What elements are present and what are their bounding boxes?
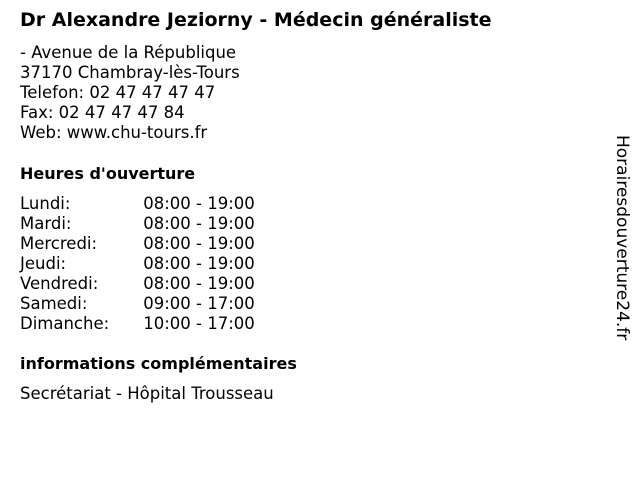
hours-row: Vendredi: 08:00 - 19:00 bbox=[20, 274, 262, 294]
hours-row: Samedi: 09:00 - 17:00 bbox=[20, 294, 262, 314]
hours-row: Lundi: 08:00 - 19:00 bbox=[20, 194, 262, 214]
time-range: 10:00 - 17:00 bbox=[143, 314, 255, 333]
watermark: Horairesdouverture24.fr bbox=[612, 135, 632, 341]
address-block: - Avenue de la République 37170 Chambray… bbox=[20, 43, 240, 143]
page-title: Dr Alexandre Jeziorny - Médecin générali… bbox=[20, 9, 492, 31]
day-label: Dimanche: bbox=[20, 314, 110, 333]
website: Web: www.chu-tours.fr bbox=[20, 123, 208, 142]
day-label: Samedi: bbox=[20, 294, 88, 313]
time-range: 08:00 - 19:00 bbox=[143, 254, 255, 273]
hours-table: Lundi: 08:00 - 19:00 Mardi: 08:00 - 19:00 Me… bbox=[20, 194, 262, 334]
info-heading: informations complémentaires bbox=[20, 354, 297, 373]
time-range: 08:00 - 19:00 bbox=[143, 214, 255, 233]
day-label: Mercredi: bbox=[20, 234, 98, 253]
phone: Telefon: 02 47 47 47 47 bbox=[20, 83, 216, 102]
hours-row: Mercredi: 08:00 - 19:00 bbox=[20, 234, 262, 254]
city: 37170 Chambray-lès-Tours bbox=[20, 63, 240, 82]
fax: Fax: 02 47 47 47 84 bbox=[20, 103, 185, 122]
day-label: Jeudi: bbox=[20, 254, 67, 273]
time-range: 08:00 - 19:00 bbox=[143, 234, 255, 253]
info-text: Secrétariat - Hôpital Trousseau bbox=[20, 384, 274, 403]
time-range: 08:00 - 19:00 bbox=[143, 274, 255, 293]
day-label: Lundi: bbox=[20, 194, 71, 213]
hours-row: Mardi: 08:00 - 19:00 bbox=[20, 214, 262, 234]
hours-row: Jeudi: 08:00 - 19:00 bbox=[20, 254, 262, 274]
hours-heading: Heures d'ouverture bbox=[20, 164, 196, 183]
street: - Avenue de la République bbox=[20, 43, 237, 62]
hours-row: Dimanche: 10:00 - 17:00 bbox=[20, 314, 262, 334]
day-label: Vendredi: bbox=[20, 274, 99, 293]
time-range: 09:00 - 17:00 bbox=[143, 294, 255, 313]
time-range: 08:00 - 19:00 bbox=[143, 194, 255, 213]
day-label: Mardi: bbox=[20, 214, 72, 233]
